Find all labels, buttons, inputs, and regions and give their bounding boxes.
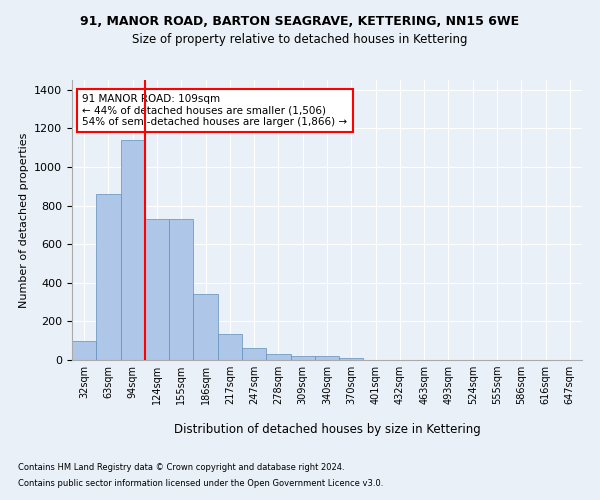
Bar	[72, 340, 96, 360]
Bar	[96, 194, 121, 360]
Bar	[339, 358, 364, 360]
Bar	[145, 219, 169, 360]
Bar	[315, 356, 339, 360]
Text: 91, MANOR ROAD, BARTON SEAGRAVE, KETTERING, NN15 6WE: 91, MANOR ROAD, BARTON SEAGRAVE, KETTERI…	[80, 15, 520, 28]
Bar	[193, 294, 218, 360]
Bar	[290, 356, 315, 360]
Bar	[266, 354, 290, 360]
Text: 91 MANOR ROAD: 109sqm
← 44% of detached houses are smaller (1,506)
54% of semi-d: 91 MANOR ROAD: 109sqm ← 44% of detached …	[82, 94, 347, 127]
Text: Size of property relative to detached houses in Kettering: Size of property relative to detached ho…	[132, 32, 468, 46]
Text: Distribution of detached houses by size in Kettering: Distribution of detached houses by size …	[173, 422, 481, 436]
Text: Contains public sector information licensed under the Open Government Licence v3: Contains public sector information licen…	[18, 478, 383, 488]
Y-axis label: Number of detached properties: Number of detached properties	[19, 132, 29, 308]
Text: Contains HM Land Registry data © Crown copyright and database right 2024.: Contains HM Land Registry data © Crown c…	[18, 464, 344, 472]
Bar	[169, 219, 193, 360]
Bar	[121, 140, 145, 360]
Bar	[242, 348, 266, 360]
Bar	[218, 334, 242, 360]
